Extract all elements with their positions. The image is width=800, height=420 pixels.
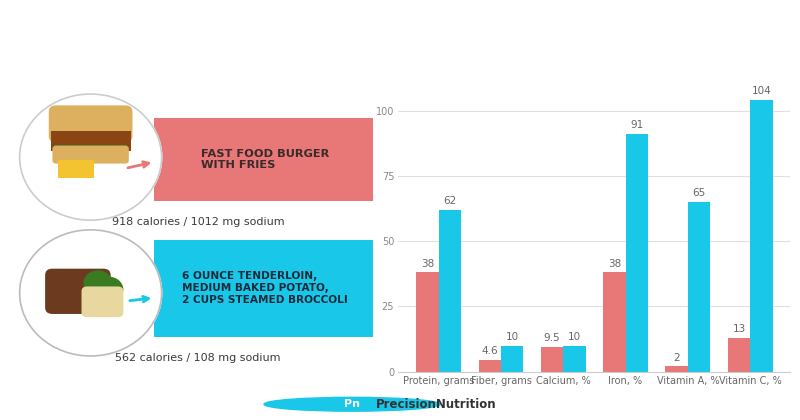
Bar (688, 202, 710, 372)
Text: 9.5: 9.5 (544, 333, 560, 343)
Text: 62: 62 (443, 196, 457, 206)
Circle shape (95, 277, 122, 302)
Text: 91: 91 (630, 120, 643, 130)
Circle shape (88, 284, 115, 308)
Bar (501, 346, 523, 372)
Circle shape (84, 271, 112, 296)
Bar (541, 347, 563, 372)
Bar (563, 346, 586, 372)
Text: 38: 38 (421, 259, 434, 268)
FancyBboxPatch shape (45, 269, 110, 314)
Bar (478, 360, 501, 372)
FancyBboxPatch shape (58, 160, 94, 178)
Text: 13: 13 (732, 324, 746, 334)
Text: 4.6: 4.6 (482, 346, 498, 356)
Text: 104: 104 (751, 86, 771, 96)
Text: FAST FOOD BURGER
WITH FRIES: FAST FOOD BURGER WITH FRIES (202, 149, 330, 171)
FancyBboxPatch shape (53, 146, 129, 163)
FancyBboxPatch shape (54, 145, 127, 151)
Bar (603, 273, 626, 372)
Bar (416, 273, 438, 372)
Bar (728, 338, 750, 372)
FancyBboxPatch shape (49, 105, 133, 142)
Text: 65: 65 (693, 188, 706, 198)
FancyBboxPatch shape (50, 131, 130, 151)
Text: BENEFICIAL NUTRIENTS: BENEFICIAL NUTRIENTS (253, 23, 547, 42)
FancyBboxPatch shape (82, 286, 123, 317)
Text: Pn: Pn (344, 399, 360, 409)
Text: 38: 38 (608, 259, 621, 268)
Text: 2: 2 (674, 352, 680, 362)
Circle shape (20, 230, 162, 356)
Bar (626, 134, 648, 372)
Text: 562 calories / 108 mg sodium: 562 calories / 108 mg sodium (115, 353, 281, 362)
Bar (438, 210, 461, 372)
Text: 10: 10 (506, 332, 518, 342)
Text: 918 calories / 1012 mg sodium: 918 calories / 1012 mg sodium (112, 217, 284, 227)
Circle shape (20, 94, 162, 220)
FancyBboxPatch shape (154, 118, 373, 201)
Bar (750, 100, 773, 372)
Circle shape (264, 397, 440, 411)
FancyBboxPatch shape (154, 239, 373, 336)
Text: 6 OUNCE TENDERLOIN,
MEDIUM BAKED POTATO,
2 CUPS STEAMED BROCCOLI: 6 OUNCE TENDERLOIN, MEDIUM BAKED POTATO,… (182, 271, 348, 304)
Bar (666, 367, 688, 372)
Text: 10: 10 (568, 332, 581, 342)
Text: PrecisionNutrition: PrecisionNutrition (376, 398, 497, 411)
